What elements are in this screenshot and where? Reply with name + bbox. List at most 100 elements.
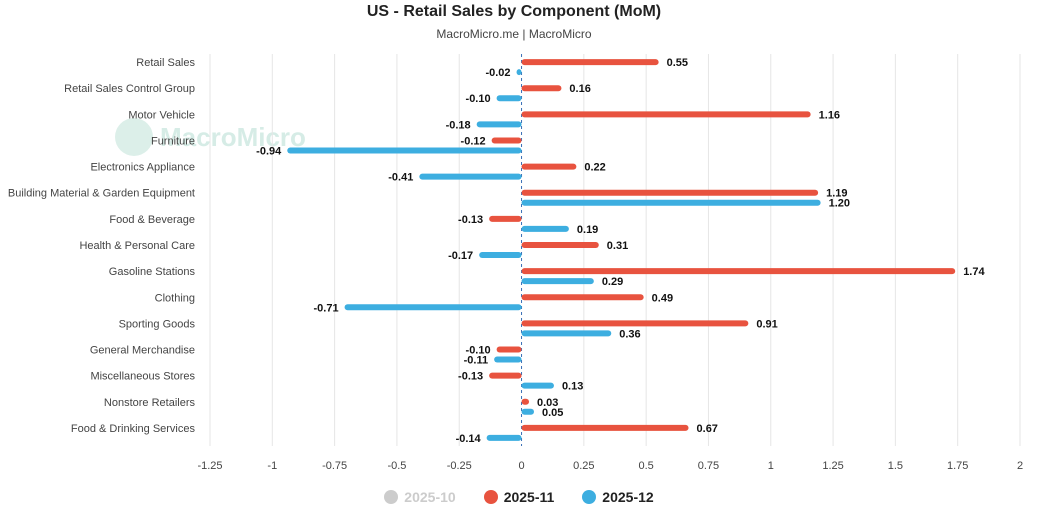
data-label: 0.67 — [697, 423, 718, 435]
legend-label: 2025-12 — [602, 489, 654, 505]
category-label: Gasoline Stations — [109, 266, 196, 278]
bars — [287, 59, 956, 441]
data-label: 1.74 — [963, 266, 985, 278]
bar — [489, 215, 522, 222]
bar — [521, 424, 689, 431]
bar — [489, 372, 522, 379]
bar — [521, 382, 554, 389]
bar — [521, 225, 569, 232]
bar — [521, 268, 956, 275]
bar — [521, 278, 594, 285]
grid-lines — [209, 54, 1021, 446]
x-tick-label: 0.5 — [639, 460, 654, 472]
legend-item[interactable]: 2025-12 — [582, 489, 654, 505]
category-label: Building Material & Garden Equipment — [8, 188, 195, 200]
x-tick-label: -0.75 — [322, 460, 347, 472]
data-label: 1.16 — [819, 109, 840, 121]
bar — [496, 346, 522, 353]
category-label: Food & Beverage — [109, 214, 195, 226]
data-label: 0.19 — [577, 224, 598, 236]
data-label: -0.13 — [458, 371, 483, 383]
category-label: Retail Sales — [136, 57, 195, 69]
bar — [344, 304, 522, 311]
data-label: -0.41 — [388, 172, 413, 184]
legend-item[interactable]: 2025-10 — [384, 489, 456, 505]
data-label: 0.91 — [756, 318, 777, 330]
x-tick-label: -1.25 — [197, 460, 222, 472]
legend-marker — [384, 490, 399, 504]
data-label: 0.36 — [619, 328, 640, 340]
bar — [521, 189, 819, 196]
watermark: MacroMicro — [115, 118, 306, 156]
legend-label: 2025-10 — [404, 489, 456, 505]
category-label: Nonstore Retailers — [104, 397, 196, 409]
category-label: Motor Vehicle — [128, 109, 195, 121]
bar — [521, 408, 534, 415]
bar — [521, 111, 811, 118]
x-tick-label: 1 — [768, 460, 774, 472]
chart-subtitle: MacroMicro.me | MacroMicro — [436, 27, 591, 41]
bar — [521, 242, 599, 248]
bar — [496, 95, 522, 102]
bar — [494, 356, 522, 363]
x-tick-label: 1.75 — [947, 460, 968, 472]
bar — [419, 173, 522, 180]
data-label: -0.18 — [446, 119, 471, 131]
data-label: -0.11 — [464, 355, 488, 367]
x-tick-label: -0.5 — [387, 460, 406, 472]
category-label: Food & Drinking Services — [71, 423, 196, 435]
bar — [476, 121, 522, 128]
bar — [486, 434, 522, 441]
data-labels: 0.55 0.16 1.16 -0.12 0.22 1.19 -0.13 0.31 1.74 0.… — [256, 57, 985, 445]
category-label: Retail Sales Control Group — [64, 83, 195, 95]
category-label: Miscellaneous Stores — [90, 371, 195, 383]
x-tick-label: 1.25 — [822, 460, 843, 472]
chart-title: US - Retail Sales by Component (MoM) — [367, 3, 661, 20]
category-label: Health & Personal Care — [79, 240, 195, 252]
bar — [479, 252, 522, 258]
bar — [521, 59, 659, 66]
x-tick-label: 0.25 — [573, 460, 594, 472]
data-label: -0.14 — [456, 433, 482, 445]
x-tick-label: 0 — [518, 460, 524, 472]
data-label: 0.22 — [584, 162, 605, 174]
bar — [287, 147, 522, 154]
data-label: -0.10 — [466, 345, 491, 357]
category-label: Sporting Goods — [119, 318, 196, 330]
legend-label: 2025-11 — [503, 489, 555, 505]
bar — [516, 69, 522, 76]
bar — [521, 294, 644, 301]
x-tick-label: 1.5 — [888, 460, 903, 472]
data-label: 1.20 — [829, 198, 850, 210]
data-label: -0.10 — [466, 93, 491, 105]
data-label: -0.12 — [461, 135, 486, 147]
bar — [521, 199, 821, 206]
data-label: -0.94 — [256, 145, 282, 157]
watermark-text: MacroMicro — [160, 122, 306, 152]
category-label: Electronics Appliance — [90, 162, 195, 174]
data-label: 0.55 — [667, 57, 688, 69]
data-label: 0.16 — [569, 83, 590, 95]
data-label: 0.31 — [607, 240, 628, 252]
legend: 2025-10 2025-11 2025-12 — [0, 489, 1038, 505]
data-label: -0.02 — [485, 67, 510, 79]
data-label: -0.71 — [314, 302, 339, 314]
data-label: -0.17 — [448, 250, 473, 262]
legend-marker — [582, 490, 597, 504]
data-label: 0.49 — [652, 292, 673, 304]
bar — [521, 398, 530, 405]
bar — [491, 137, 522, 144]
x-tick-label: -1 — [267, 460, 277, 472]
x-axis: -1.25 -1 -0.75 -0.5 -0.25 0 0.25 0.5 0.75 1 1.25 1.… — [197, 460, 1023, 472]
legend-item[interactable]: 2025-11 — [483, 489, 555, 505]
x-tick-label: 2 — [1017, 460, 1023, 472]
category-label: Furniture — [151, 135, 195, 147]
bar — [521, 163, 577, 170]
y-axis: Retail Sales Retail Sales Control Group Mo… — [8, 57, 196, 435]
category-label: General Merchandise — [90, 345, 195, 357]
data-label: 0.05 — [542, 407, 563, 419]
bar — [521, 330, 612, 337]
data-label: 1.19 — [826, 188, 847, 200]
bar — [521, 85, 562, 92]
data-label: 0.03 — [537, 397, 558, 409]
